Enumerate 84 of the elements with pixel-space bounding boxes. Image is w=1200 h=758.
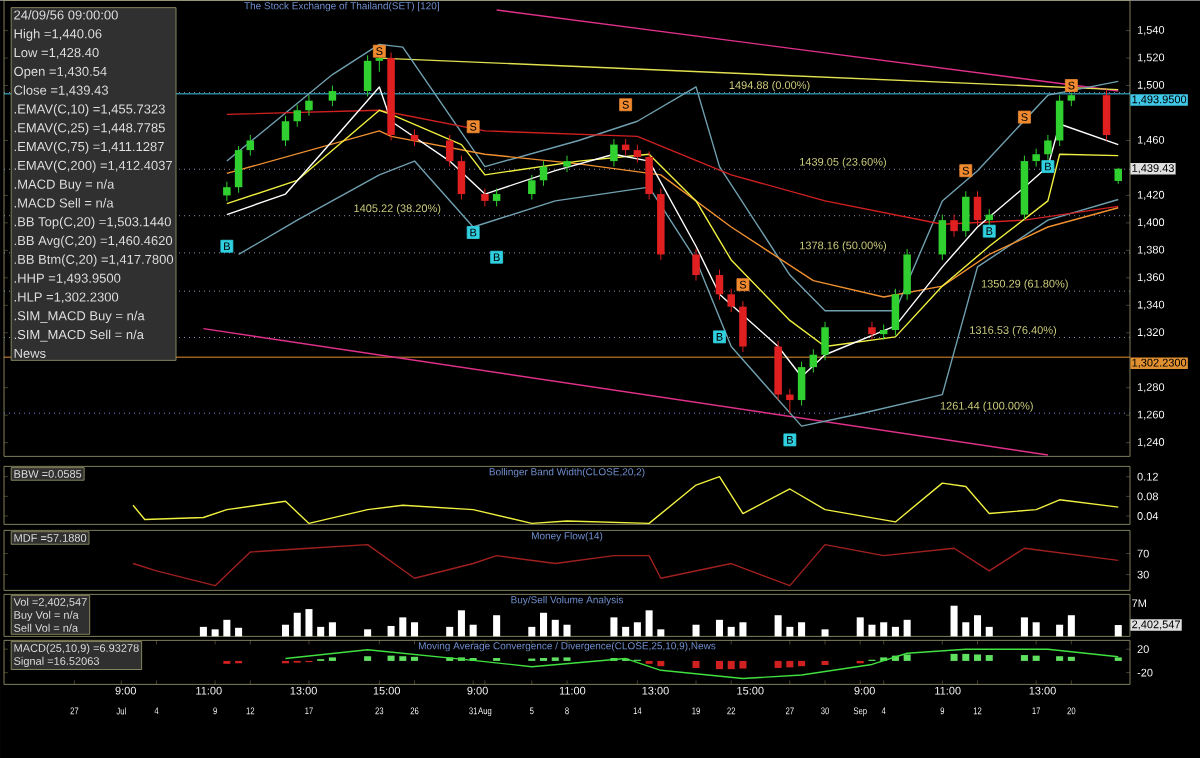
bar [786, 626, 794, 637]
candlestick [739, 300, 747, 353]
bar [281, 624, 290, 637]
bar [493, 615, 501, 637]
bar [715, 619, 723, 637]
candlestick [692, 248, 700, 281]
candlestick [457, 154, 466, 200]
bar [199, 626, 207, 637]
candlestick [610, 138, 618, 167]
bar [551, 619, 559, 637]
candlestick [328, 84, 337, 107]
bar [692, 624, 700, 637]
line-series [132, 543, 1119, 587]
candlestick [246, 134, 255, 156]
bar [880, 622, 888, 637]
candlestick [305, 94, 313, 117]
candlestick [1055, 94, 1064, 147]
candlestick [234, 145, 243, 193]
candlestick [938, 213, 947, 261]
bar [974, 615, 982, 637]
bar [293, 612, 301, 637]
bar [739, 622, 747, 637]
candlestick [715, 268, 724, 301]
bar [387, 625, 395, 637]
bar [727, 626, 735, 637]
bar [868, 624, 876, 637]
bar [563, 624, 571, 637]
bar [399, 617, 407, 637]
candlestick [903, 248, 911, 301]
bar [903, 619, 911, 637]
bar [950, 605, 958, 637]
bar [469, 624, 477, 637]
bar [798, 622, 806, 637]
candlestick [786, 388, 794, 414]
candlestick [528, 174, 536, 200]
bar [411, 622, 419, 637]
candlestick [363, 54, 372, 97]
bar [223, 619, 231, 637]
candlestick [281, 115, 290, 147]
bar [1114, 624, 1122, 637]
bar [1067, 615, 1075, 637]
candlestick [1102, 88, 1111, 141]
bar [610, 617, 618, 637]
bar [657, 629, 665, 637]
bar [891, 626, 899, 637]
bar [528, 626, 536, 637]
bar [985, 626, 993, 637]
bar [317, 626, 325, 637]
candlestick [223, 181, 231, 202]
bar [821, 629, 829, 637]
bar [211, 629, 219, 637]
candlestick [445, 134, 454, 167]
line-series [132, 475, 1119, 524]
bar [633, 622, 641, 637]
candlestick [481, 187, 489, 207]
bar [1020, 617, 1028, 637]
bar [328, 622, 336, 637]
bar [446, 626, 454, 637]
candlestick [868, 321, 876, 340]
candlestick [293, 104, 301, 128]
bar [962, 622, 970, 637]
candlestick [727, 288, 735, 313]
bar [1032, 622, 1040, 637]
candlestick [962, 190, 970, 237]
bar [457, 610, 465, 637]
bar [1056, 624, 1064, 637]
candlestick [645, 150, 653, 200]
candlestick [950, 213, 958, 237]
candlestick [797, 360, 806, 406]
bar [856, 617, 864, 637]
bar [235, 627, 243, 637]
bar [305, 608, 313, 637]
candlestick [563, 154, 571, 173]
bar [622, 626, 630, 637]
line-series [226, 129, 1119, 298]
candlestick [809, 348, 818, 373]
bar [645, 610, 653, 637]
candlestick [821, 321, 829, 361]
candlestick [891, 288, 900, 336]
bar [364, 629, 372, 637]
line-series [284, 648, 1119, 680]
bar [540, 612, 548, 637]
candlestick [973, 190, 982, 226]
bar [774, 615, 782, 637]
